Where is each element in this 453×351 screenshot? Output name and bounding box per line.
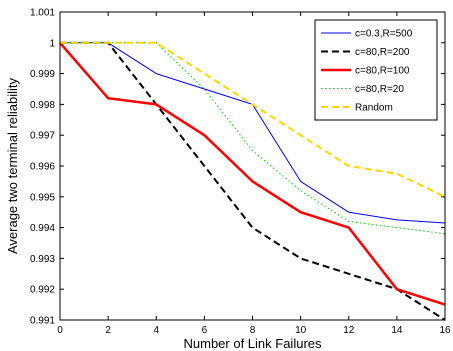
x-tick-label: 14	[391, 325, 403, 336]
x-tick-label: 16	[439, 325, 451, 336]
legend-label-2: c=80,R=100	[355, 66, 410, 77]
x-tick-label: 10	[295, 325, 307, 336]
series-layer	[59, 41, 446, 321]
y-tick-label: 0.992	[30, 285, 55, 296]
legend-label-1: c=80,R=200	[355, 47, 410, 58]
x-axis-label: Number of Link Failures	[184, 336, 322, 351]
series-line-3	[60, 42, 446, 235]
series-line-4	[60, 41, 446, 198]
x-tick-label: 6	[202, 325, 208, 336]
x-tick-label: 12	[343, 325, 355, 336]
y-tick-label: 0.991	[30, 316, 55, 327]
x-tick-label: 8	[250, 325, 256, 336]
legend-label-0: c=0.3,R=500	[355, 29, 413, 40]
y-tick-label: 1.001	[30, 8, 55, 19]
x-tick-label: 2	[105, 325, 111, 336]
legend: c=0.3,R=500 c=80,R=200 c=80,R=100 c=80,R=20…	[314, 19, 438, 121]
x-axis-ticks: 0 2 4 6 8 10 12 14 16	[57, 12, 451, 336]
y-axis-label: Average two terminal reliability	[5, 77, 20, 254]
x-tick-label: 4	[153, 325, 159, 336]
y-tick-label: 0.998	[30, 100, 55, 111]
y-tick-label: 0.993	[30, 254, 55, 265]
y-tick-label: 1	[49, 38, 55, 49]
x-tick-label: 0	[57, 325, 63, 336]
series-line-1	[60, 41, 446, 321]
y-tick-label: 0.996	[30, 162, 55, 173]
series-line-2	[59, 41, 446, 306]
legend-label-4: Random	[355, 103, 393, 114]
legend-label-3: c=80,R=20	[355, 84, 404, 95]
y-tick-label: 0.997	[30, 131, 55, 142]
plot-frame	[59, 11, 446, 321]
y-tick-label: 0.999	[30, 69, 55, 80]
y-tick-label: 0.994	[30, 223, 55, 234]
y-tick-label: 0.995	[30, 192, 55, 203]
